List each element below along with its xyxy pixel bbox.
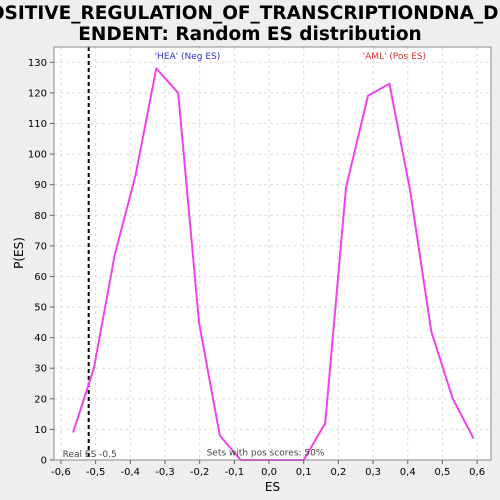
chart-title-line-1: POSITIVE_REGULATION_OF_TRANSCRIPTIONDNA_… [0,3,500,24]
axes: 0 10 20 30 40 50 60 70 80 90 100 110 120 130 -0,6 -0,5 -… [28,58,485,478]
plot-area [54,47,491,460]
y-tick-label: 10 [34,425,47,436]
grid [54,47,491,461]
x-tick-label: -0,4 [121,467,141,478]
y-tick-label: 90 [34,180,47,191]
y-tick-label: 60 [34,272,47,283]
x-tick-label: 0,3 [365,467,381,478]
plot-border [53,46,492,461]
x-tick-label: 0,1 [296,467,312,478]
y-tick-label: 30 [34,364,47,375]
y-tick-label: 100 [28,150,47,161]
x-tick-label: -0,6 [51,467,71,478]
x-tick-label: 0,0 [261,467,277,478]
y-tick-label: 120 [28,88,47,99]
y-tick-label: 0 [41,456,47,467]
y-tick-label: 50 [34,303,47,314]
y-tick-label: 80 [34,211,47,222]
x-axis-title: ES [265,480,280,494]
y-tick-label: 70 [34,241,47,252]
x-tick-label: -0,3 [155,467,175,478]
chart-title-line-2: ENDENT: Random ES distribution [78,24,421,45]
y-tick-label: 20 [34,394,47,405]
x-tick-label: 0,2 [330,467,346,478]
annotation-label: Real ES -0.5 [63,450,117,460]
y-tick-label: 130 [28,58,47,69]
y-tick-label: 40 [34,333,47,344]
x-tick-label: 0,4 [400,467,416,478]
annotation-label: 'HEA' (Neg ES) [155,52,221,62]
x-tick-label: 0,5 [434,467,450,478]
x-tick-label: -0,5 [86,467,106,478]
x-tick-label: 0,6 [469,467,485,478]
y-axis-title: P(ES) [12,237,26,269]
y-tick-label: 110 [28,119,47,130]
annotations: 'HEA' (Neg ES) 'AML' (Pos ES) Real ES -0.5… [63,52,426,460]
x-tick-label: -0,2 [190,467,210,478]
x-tick-label: -0,1 [225,467,245,478]
annotation-label: Sets with pos scores: 50% [207,448,325,458]
annotation-label: 'AML' (Pos ES) [363,52,426,62]
